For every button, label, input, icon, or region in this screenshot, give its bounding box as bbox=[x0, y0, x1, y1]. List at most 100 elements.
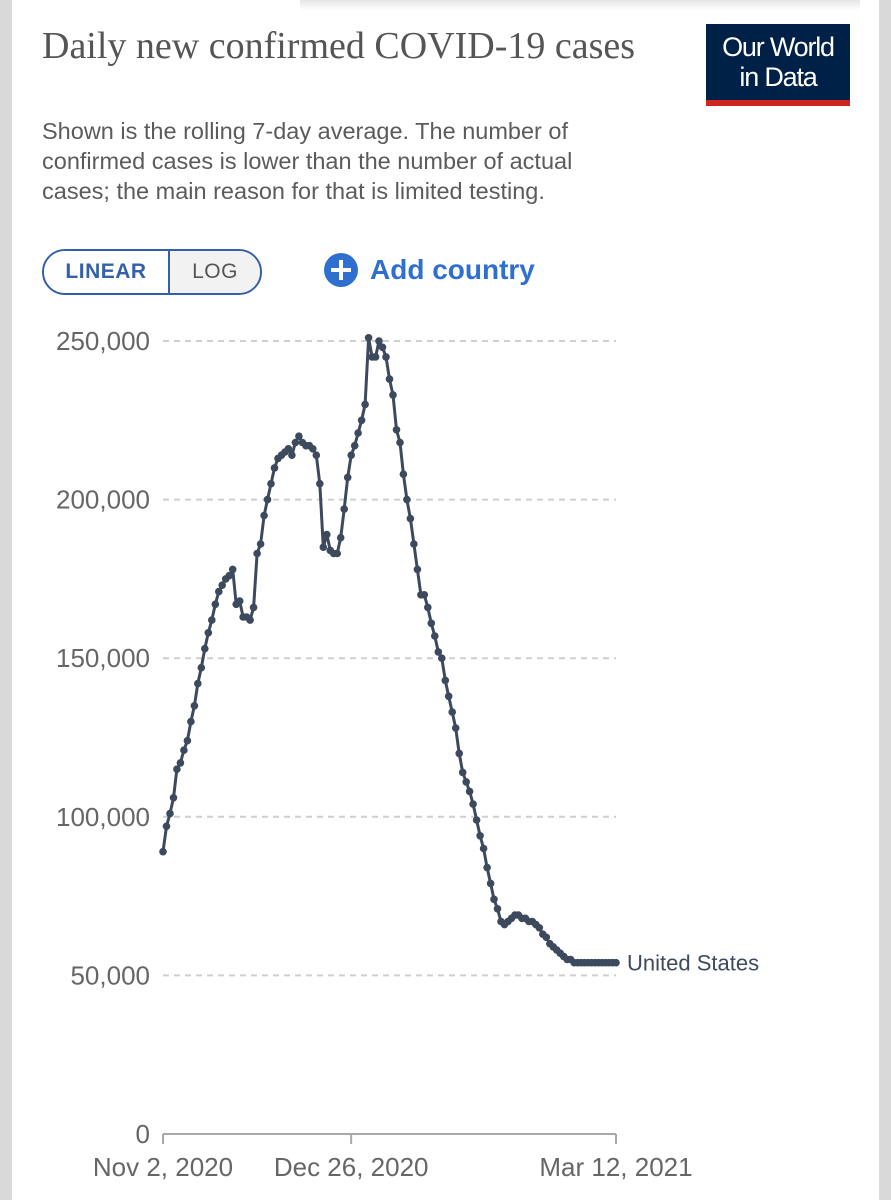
series-line bbox=[161, 336, 616, 965]
x-axis bbox=[162, 1133, 617, 1144]
data-point bbox=[256, 540, 265, 548]
data-point bbox=[361, 400, 369, 409]
data-point bbox=[378, 343, 387, 352]
add-country-label: Add country bbox=[370, 254, 535, 285]
data-point bbox=[180, 746, 188, 754]
y-tick-label: 200,000 bbox=[56, 485, 150, 515]
data-point bbox=[472, 816, 481, 824]
data-point bbox=[347, 451, 356, 460]
logo-line-1: Our World bbox=[722, 32, 835, 62]
data-point bbox=[371, 353, 380, 361]
data-point bbox=[444, 692, 453, 701]
right-frame bbox=[879, 0, 891, 1200]
data-point bbox=[441, 676, 450, 685]
data-point bbox=[343, 473, 352, 482]
data-point bbox=[218, 581, 226, 589]
data-point bbox=[270, 464, 279, 472]
data-point bbox=[357, 416, 366, 425]
data-point bbox=[288, 451, 296, 460]
data-point bbox=[316, 479, 324, 488]
x-tick-label: Nov 2, 2020 bbox=[93, 1152, 233, 1182]
data-point bbox=[284, 445, 293, 453]
data-point bbox=[462, 778, 471, 786]
data-point bbox=[451, 724, 460, 732]
linear-scale-button[interactable]: LINEAR bbox=[44, 251, 168, 293]
data-point bbox=[190, 702, 199, 710]
data-point bbox=[336, 533, 345, 542]
data-point bbox=[340, 505, 349, 513]
data-point bbox=[406, 514, 415, 523]
data-point bbox=[448, 708, 457, 716]
data-point bbox=[166, 809, 174, 818]
data-point bbox=[392, 426, 401, 434]
data-point bbox=[350, 441, 359, 450]
data-point bbox=[162, 822, 171, 831]
data-point bbox=[159, 847, 167, 856]
data-point bbox=[225, 571, 233, 580]
x-tick-label: Dec 26, 2020 bbox=[274, 1152, 429, 1182]
gridlines bbox=[163, 340, 616, 977]
data-point bbox=[385, 375, 394, 383]
data-point bbox=[612, 958, 620, 967]
data-point bbox=[211, 600, 220, 609]
series-label-united-states: United States bbox=[627, 951, 759, 976]
y-tick-label: 50,000 bbox=[70, 960, 150, 990]
data-point bbox=[312, 451, 321, 460]
log-scale-button[interactable]: LOG bbox=[168, 251, 260, 293]
data-point bbox=[413, 565, 422, 574]
data-point bbox=[309, 445, 317, 453]
data-point bbox=[427, 619, 436, 628]
data-point bbox=[204, 629, 213, 637]
data-point bbox=[173, 765, 181, 773]
data-point bbox=[364, 334, 373, 342]
data-point bbox=[291, 438, 300, 447]
x-tick-label: Mar 12, 2021 bbox=[539, 1152, 692, 1182]
data-point bbox=[215, 587, 223, 596]
data-point bbox=[420, 591, 429, 599]
data-point bbox=[246, 616, 254, 624]
logo-line-2: in Data bbox=[739, 62, 817, 92]
y-tick-label: 100,000 bbox=[56, 802, 150, 832]
y-tick-label: 250,000 bbox=[56, 326, 150, 356]
data-point bbox=[399, 470, 408, 479]
data-point bbox=[267, 479, 275, 488]
data-point bbox=[333, 549, 342, 558]
top-shadow bbox=[300, 0, 860, 10]
add-country-button[interactable]: Add country bbox=[324, 252, 535, 288]
our-world-in-data-logo[interactable]: Our World in Data bbox=[706, 24, 850, 106]
data-point bbox=[194, 679, 202, 688]
data-point bbox=[403, 495, 411, 504]
y-tick-label: 150,000 bbox=[56, 643, 150, 673]
data-point bbox=[183, 736, 192, 745]
data-point bbox=[424, 603, 432, 612]
plus-circle-icon bbox=[324, 253, 358, 287]
chart-subtitle: Shown is the rolling 7-day average. The … bbox=[42, 118, 573, 204]
data-point bbox=[479, 844, 488, 853]
data-point bbox=[438, 654, 446, 662]
data-point bbox=[431, 632, 439, 640]
series-united-states: United States bbox=[159, 334, 759, 976]
data-point bbox=[197, 663, 206, 672]
data-point bbox=[458, 768, 467, 777]
chart-title: Daily new confirmed COVID-19 cases bbox=[42, 25, 636, 67]
scale-toggle: LINEAR LOG bbox=[42, 249, 262, 295]
data-point bbox=[382, 353, 390, 361]
data-point bbox=[319, 543, 328, 551]
data-point bbox=[323, 530, 331, 539]
data-point bbox=[542, 933, 551, 942]
data-point bbox=[295, 432, 303, 441]
data-point bbox=[354, 429, 362, 437]
data-point bbox=[187, 717, 195, 726]
data-point bbox=[483, 863, 491, 872]
data-point bbox=[169, 794, 178, 802]
data-point bbox=[476, 832, 484, 840]
data-point bbox=[208, 616, 216, 624]
left-frame bbox=[0, 0, 12, 1200]
x-axis-tick-labels: Nov 2, 2020 Dec 26, 2020 Mar 12, 2021 bbox=[93, 1152, 693, 1182]
data-point bbox=[253, 549, 261, 558]
data-point bbox=[249, 603, 258, 612]
data-point bbox=[434, 648, 443, 656]
data-point bbox=[176, 759, 185, 767]
data-point bbox=[486, 879, 495, 888]
